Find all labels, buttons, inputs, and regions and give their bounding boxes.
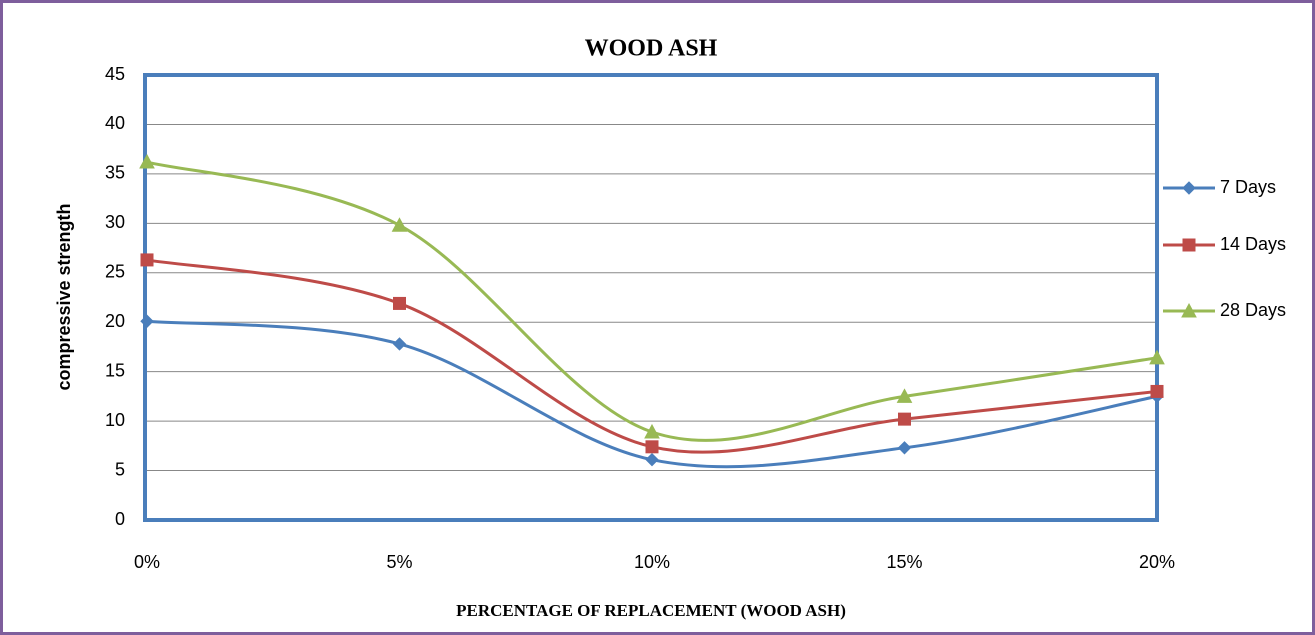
y-tick-label: 30 xyxy=(105,212,125,232)
series-line xyxy=(146,160,1158,442)
legend-label: 28 Days xyxy=(1220,300,1286,320)
y-tick-label: 20 xyxy=(105,311,125,331)
x-tick-label: 20% xyxy=(1139,552,1175,572)
y-tick-label: 10 xyxy=(105,410,125,430)
data-point xyxy=(898,412,911,426)
x-tick-label: 5% xyxy=(386,552,412,572)
data-point xyxy=(645,440,659,454)
data-point xyxy=(897,441,912,455)
legend-label: 14 Days xyxy=(1220,234,1286,254)
data-point xyxy=(140,314,154,328)
data-point xyxy=(139,153,155,169)
data-point xyxy=(392,337,407,351)
data-point xyxy=(644,423,660,439)
data-point xyxy=(896,388,913,403)
x-tick-label: 15% xyxy=(886,552,922,572)
legend-marker xyxy=(1181,302,1197,318)
x-tick-label: 10% xyxy=(634,552,670,572)
data-point xyxy=(393,296,406,310)
data-point xyxy=(391,217,408,232)
data-point xyxy=(140,253,154,267)
x-tick-label: 0% xyxy=(134,552,160,572)
y-tick-label: 0 xyxy=(115,509,125,529)
legend-marker xyxy=(1182,238,1196,252)
data-point xyxy=(1149,349,1165,365)
y-tick-label: 5 xyxy=(115,459,125,479)
y-tick-label: 25 xyxy=(105,262,125,282)
legend-marker xyxy=(1182,181,1196,195)
x-axis-label: PERCENTAGE OF REPLACEMENT (WOOD ASH) xyxy=(456,601,846,620)
y-tick-label: 35 xyxy=(105,163,125,183)
y-tick-label: 45 xyxy=(105,64,125,84)
y-tick-label: 15 xyxy=(105,360,125,380)
plot-border xyxy=(143,73,1159,522)
chart-title: WOOD ASH xyxy=(585,36,718,62)
y-tick-label: 40 xyxy=(105,113,125,133)
data-point xyxy=(645,452,659,467)
y-axis-label: compressive strength xyxy=(54,203,74,390)
legend-label: 7 Days xyxy=(1220,177,1276,197)
data-point xyxy=(1150,384,1164,398)
